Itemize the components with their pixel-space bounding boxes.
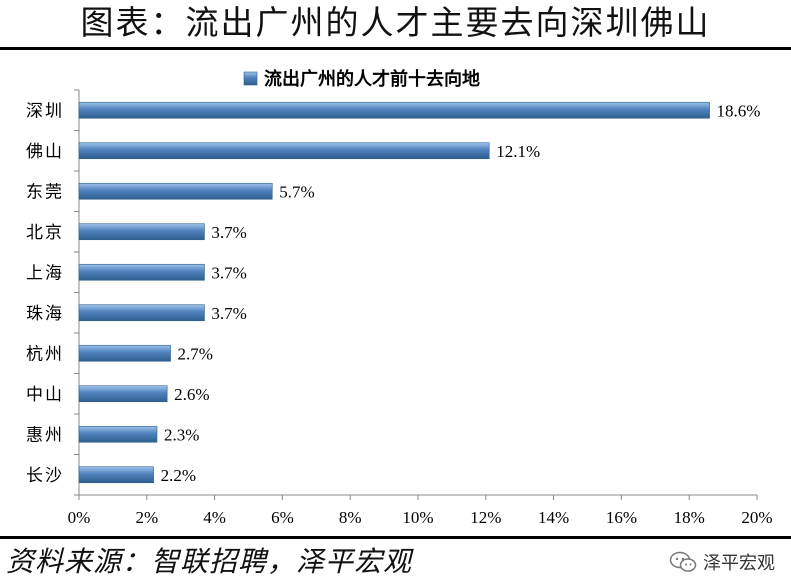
x-tick-label: 12% (470, 508, 501, 527)
legend-label: 流出广州的人才前十去向地 (264, 68, 480, 90)
x-tick-label: 10% (402, 508, 433, 527)
plot-area: 0% 2% 4% 6% 8% 10% 12% 14% 16% 18% 20% 深圳 18.6% 佛山 12.… (26, 89, 773, 527)
x-tick-label: 14% (538, 508, 569, 527)
top-rule (0, 47, 791, 50)
data-label: 12.1% (496, 142, 540, 161)
x-tick-label: 4% (203, 508, 226, 527)
x-tick-label: 16% (606, 508, 637, 527)
category-label: 深圳 (26, 101, 64, 121)
x-tick-label: 18% (674, 508, 705, 527)
data-label: 2.2% (161, 466, 196, 485)
category-label: 中山 (26, 385, 64, 405)
data-label: 18.6% (717, 101, 761, 120)
legend: 流出广州的人才前十去向地 (243, 68, 480, 90)
category-label: 北京 (26, 223, 64, 243)
category-label: 长沙 (26, 466, 64, 486)
figure-title: 图表：流出广州的人才主要去向深圳佛山 (80, 3, 711, 42)
bar (78, 263, 205, 281)
data-label: 3.7% (211, 223, 246, 242)
wechat-icon (669, 551, 697, 572)
watermark: 泽平宏观 (669, 545, 775, 579)
category-label: 东莞 (26, 182, 64, 202)
bar (78, 182, 273, 200)
category-label: 上海 (26, 263, 64, 283)
x-tick-label: 6% (271, 508, 294, 527)
data-label: 3.7% (211, 304, 246, 323)
bar (78, 385, 168, 403)
bar (78, 142, 490, 160)
bar-chart: 流出广州的人才前十去向地 0% 2% 4% 6% 8% 10% 12% 14% 16% 18% 20… (26, 68, 773, 527)
bar (78, 466, 154, 484)
bar (78, 223, 205, 241)
x-tick-label: 0% (68, 508, 91, 527)
category-label: 惠州 (26, 425, 64, 445)
data-label: 2.3% (164, 425, 199, 444)
data-label: 3.7% (211, 263, 246, 282)
x-tick-label: 2% (135, 508, 158, 527)
category-label: 佛山 (26, 142, 64, 162)
category-label: 珠海 (26, 304, 64, 324)
bar (78, 344, 171, 362)
bar (78, 101, 710, 119)
x-tick-label: 8% (339, 508, 362, 527)
bar (78, 304, 205, 322)
category-label: 杭州 (26, 344, 64, 364)
data-label: 2.7% (178, 344, 213, 363)
watermark-text: 泽平宏观 (703, 553, 775, 574)
data-label: 5.7% (279, 182, 314, 201)
x-tick-label: 20% (741, 508, 772, 527)
legend-swatch (243, 71, 258, 86)
source-note: 资料来源：智联招聘，泽平宏观 (6, 545, 413, 578)
bar (78, 425, 158, 443)
data-label: 2.6% (174, 385, 209, 404)
bottom-rule (0, 536, 791, 539)
